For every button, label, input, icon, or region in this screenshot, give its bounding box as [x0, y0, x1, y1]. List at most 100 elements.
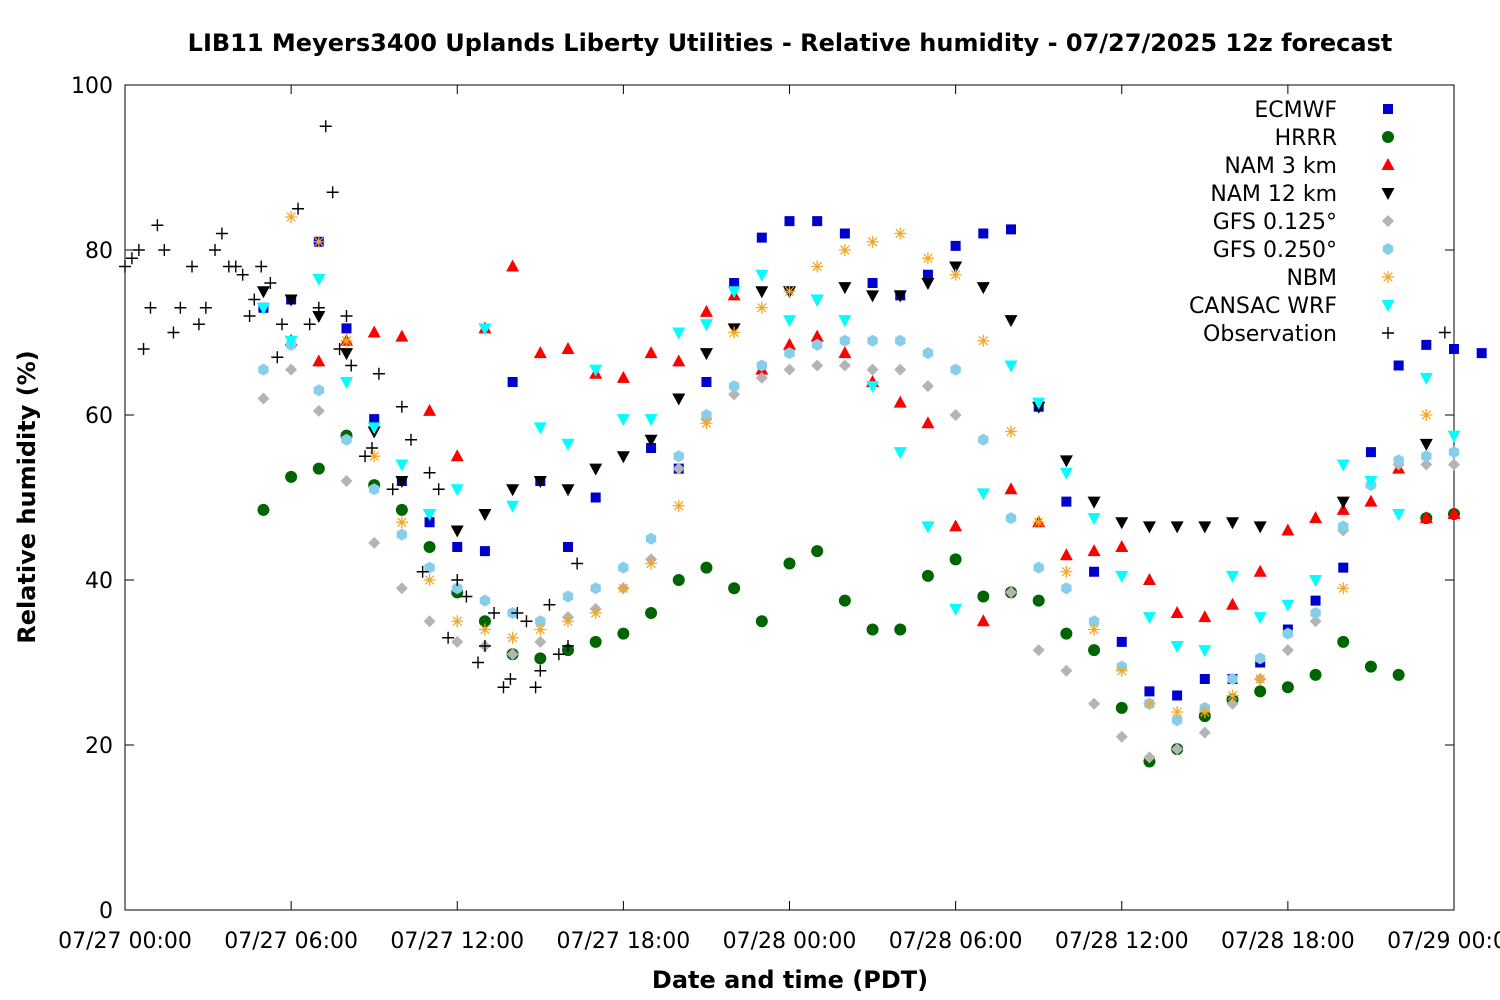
legend-marker-ecmwf	[1383, 104, 1393, 114]
data-point-gfs-0-125	[506, 648, 519, 661]
data-point-ecmwf	[563, 542, 573, 552]
data-point-gfs-0-125	[838, 359, 851, 372]
data-point-cansac-wrf	[783, 315, 796, 328]
data-point-nbm	[312, 235, 325, 248]
data-point-observation	[488, 607, 501, 619]
data-point-observation	[345, 359, 358, 372]
data-point-ecmwf	[1172, 690, 1183, 701]
data-point-ecmwf	[1338, 562, 1349, 573]
data-point-gfs-0-125	[921, 380, 934, 393]
data-point-nbm	[1088, 623, 1101, 636]
y-tick-label: 0	[99, 899, 113, 924]
data-point-nam-3-km	[616, 370, 630, 383]
data-point-nbm	[894, 227, 907, 240]
data-point-observation	[442, 631, 455, 644]
data-point-ecmwf	[424, 517, 435, 528]
data-point-hrrr	[478, 615, 491, 628]
data-point-ecmwf	[1116, 636, 1127, 647]
data-point-cansac-wrf	[893, 447, 907, 460]
data-point-hrrr	[1088, 644, 1101, 657]
data-point-hrrr	[1115, 701, 1128, 714]
data-point-nam-12-km	[395, 476, 409, 488]
data-point-gfs-0-250	[784, 347, 795, 360]
data-point-observation	[303, 318, 316, 331]
data-point-hrrr	[1281, 681, 1294, 694]
data-point-hrrr	[534, 652, 547, 665]
data-point-nam-3-km	[1336, 502, 1350, 515]
data-point-gfs-0-250	[895, 334, 906, 347]
data-point-gfs-0-125	[1198, 726, 1211, 739]
data-point-ecmwf	[729, 278, 740, 288]
data-point-hrrr	[1392, 668, 1405, 681]
data-point-nam-3-km	[395, 329, 409, 342]
data-point-gfs-0-250	[756, 359, 768, 372]
data-point-nam-3-km	[644, 346, 658, 359]
data-point-ecmwf	[1199, 674, 1210, 684]
data-point-gfs-0-250	[1421, 450, 1432, 463]
data-point-observation	[372, 367, 385, 380]
data-point-observation	[236, 268, 249, 281]
data-point-cansac-wrf	[395, 459, 409, 472]
data-point-ecmwf	[507, 377, 518, 387]
data-point-cansac-wrf	[616, 414, 630, 427]
series-nbm	[285, 211, 1433, 718]
data-point-nbm	[1115, 664, 1128, 677]
x-tick-label: 07/28 18:00	[1221, 929, 1355, 954]
data-point-nam-12-km	[1336, 496, 1350, 509]
data-point-observation	[534, 664, 547, 677]
data-point-cansac-wrf	[1115, 570, 1129, 583]
data-point-ecmwf	[950, 240, 961, 251]
data-point-ecmwf	[1365, 447, 1376, 458]
data-point-observation	[192, 318, 205, 331]
data-point-nbm	[1143, 697, 1156, 710]
data-point-gfs-0-250	[1310, 607, 1321, 619]
data-point-gfs-0-125	[1088, 697, 1101, 710]
data-point-nam-3-km	[1087, 544, 1101, 557]
data-point-nam-12-km	[256, 286, 270, 299]
data-point-nam-12-km	[838, 282, 852, 295]
data-point-nam-12-km	[1226, 517, 1239, 530]
data-point-gfs-0-125	[1448, 458, 1460, 471]
x-tick-label: 07/27 00:00	[58, 929, 192, 954]
data-point-hrrr	[1060, 627, 1073, 640]
data-point-nam-12-km	[450, 525, 464, 538]
data-point-cansac-wrf	[1309, 575, 1323, 587]
legend-label-nam-12-km: NAM 12 km	[1210, 182, 1337, 207]
data-point-ecmwf	[1449, 344, 1459, 354]
data-point-gfs-0-125	[1420, 458, 1433, 471]
data-point-observation	[504, 673, 517, 685]
data-point-gfs-0-125	[755, 371, 768, 384]
data-point-ecmwf	[1310, 595, 1321, 606]
legend-label-nbm: NBM	[1286, 266, 1337, 291]
data-point-cansac-wrf	[284, 335, 298, 348]
data-point-observation	[571, 557, 584, 570]
data-point-observation	[416, 565, 429, 578]
data-point-nam-12-km	[1059, 455, 1073, 468]
data-point-hrrr	[894, 623, 907, 636]
data-point-ecmwf	[1476, 348, 1487, 359]
data-point-observation	[186, 260, 199, 273]
data-point-nam-12-km	[755, 286, 769, 299]
x-tick-label: 07/29 00:00	[1387, 929, 1500, 954]
data-point-nam-3-km	[533, 346, 547, 359]
data-point-gfs-0-250	[811, 338, 823, 351]
data-point-nbm	[977, 334, 990, 347]
legend-label-nam-3-km: NAM 3 km	[1224, 154, 1337, 179]
data-point-nam-12-km	[1004, 315, 1018, 328]
series-gfs-0-250	[258, 334, 1460, 727]
data-point-nbm	[1226, 689, 1239, 702]
data-point-cansac-wrf	[976, 488, 990, 501]
data-point-observation	[386, 483, 399, 496]
data-point-nam-3-km	[1142, 573, 1156, 585]
data-point-observation	[1438, 326, 1451, 339]
data-point-nam-12-km	[1253, 521, 1267, 534]
data-point-nbm	[1254, 673, 1267, 685]
data-point-nbm	[1005, 425, 1017, 438]
data-point-cansac-wrf	[312, 273, 326, 286]
data-point-cansac-wrf	[1392, 509, 1406, 521]
data-point-hrrr	[866, 623, 879, 636]
data-point-ecmwf	[452, 542, 463, 552]
chart-title: LIB11 Meyers3400 Uplands Liberty Utiliti…	[188, 29, 1393, 57]
data-point-nam-12-km	[1419, 438, 1433, 451]
